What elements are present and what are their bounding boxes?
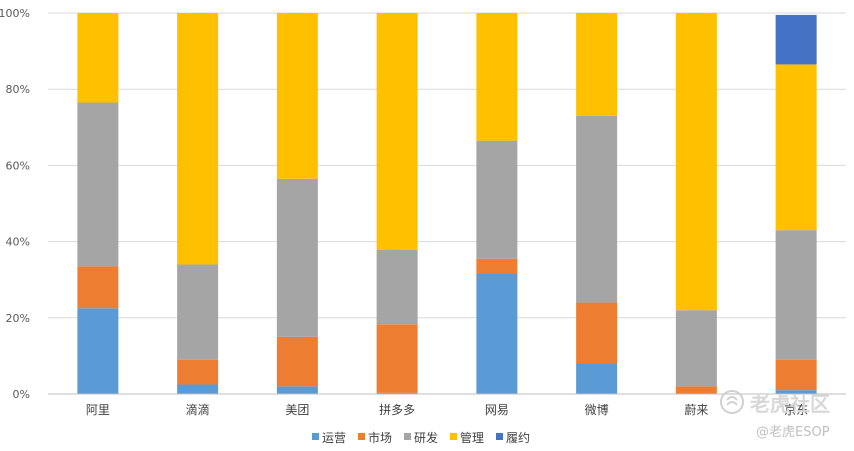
- x-tick-label: 微博: [585, 402, 609, 417]
- legend-swatch: [450, 433, 457, 440]
- bar-segment: [775, 64, 817, 231]
- bar-segment: [376, 392, 418, 394]
- legend-label: 研发: [414, 430, 438, 445]
- bar-segment: [77, 102, 119, 267]
- legend-swatch: [358, 433, 365, 440]
- legend-label: 管理: [460, 430, 484, 445]
- bar-segment: [177, 359, 219, 385]
- x-tick-label: 美团: [285, 403, 309, 417]
- x-tick-label: 阿里: [86, 403, 110, 417]
- bar-segment: [476, 140, 518, 259]
- bar-segment: [476, 13, 518, 141]
- bar-segment: [775, 230, 817, 360]
- bar-segment: [77, 266, 119, 309]
- y-tick-label: 0%: [13, 388, 30, 401]
- bar-segment: [177, 264, 219, 360]
- y-tick-label: 100%: [0, 7, 30, 20]
- x-tick-label: 蔚来: [684, 403, 708, 417]
- bar-segment: [376, 249, 418, 325]
- bar-segment: [376, 324, 418, 393]
- legend-swatch: [496, 433, 503, 440]
- bar-segment: [775, 359, 817, 391]
- x-tick-label: 拼多多: [379, 403, 415, 417]
- watermark-handle: @老虎ESOP: [756, 425, 830, 440]
- watermark: 老虎社区 @老虎ESOP: [720, 390, 830, 440]
- bar-segment: [476, 258, 518, 274]
- y-tick-label: 40%: [6, 236, 30, 249]
- y-tick-label: 60%: [6, 159, 30, 172]
- bar-segment: [177, 384, 219, 394]
- bar-segment: [576, 363, 618, 394]
- gridlines: [48, 12, 846, 319]
- legend-swatch: [404, 433, 411, 440]
- y-tick-label: 80%: [6, 83, 30, 96]
- bar-segment: [675, 310, 717, 387]
- x-tick-label: 京东: [784, 403, 808, 417]
- tiger-logo-icon: [720, 390, 744, 414]
- axes: 0% 20% 40% 60% 80% 100% 阿里 滴滴 美团 拼多多 网易 微博 蔚来 京东: [0, 7, 846, 417]
- bars: [77, 13, 817, 394]
- bar-segment: [775, 390, 817, 394]
- bar-segment: [576, 13, 618, 116]
- legend: 运营 市场 研发 管理 履约: [312, 430, 530, 445]
- watermark-logo-text: 老虎社区: [750, 392, 830, 416]
- bar-segment: [675, 13, 717, 311]
- legend-label: 市场: [368, 430, 392, 445]
- bar-segment: [476, 273, 518, 394]
- legend-label: 履约: [506, 430, 530, 445]
- bar-segment: [276, 13, 318, 179]
- x-tick-label: 滴滴: [186, 402, 210, 417]
- bar-segment: [675, 386, 717, 394]
- bar-segment: [576, 302, 618, 364]
- bar-segment: [576, 115, 618, 303]
- y-tick-label: 20%: [6, 312, 30, 325]
- x-tick-label: 网易: [485, 403, 509, 417]
- bar-segment: [376, 13, 418, 250]
- bar-segment: [77, 13, 119, 103]
- bar-segment: [276, 386, 318, 394]
- legend-label: 运营: [322, 431, 346, 445]
- bar-segment: [276, 336, 318, 387]
- bar-segment: [177, 13, 219, 265]
- bar-segment: [77, 308, 119, 394]
- legend-swatch: [312, 433, 319, 440]
- bar-segment: [276, 178, 318, 337]
- bar-segment: [775, 14, 817, 65]
